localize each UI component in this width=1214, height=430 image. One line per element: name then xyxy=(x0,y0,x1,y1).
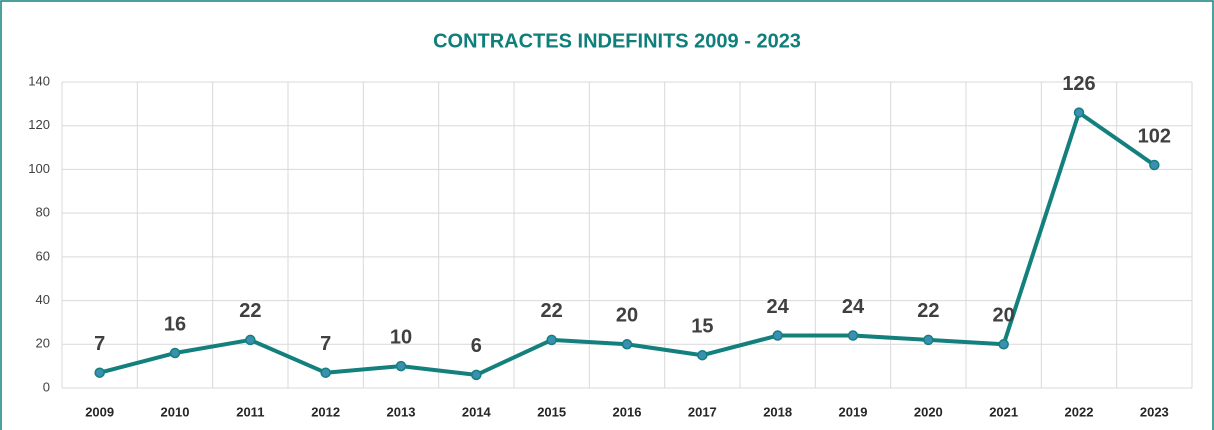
x-tick-label: 2019 xyxy=(839,404,868,419)
data-label: 24 xyxy=(767,296,790,318)
data-label: 102 xyxy=(1138,125,1171,147)
x-tick-label: 2020 xyxy=(914,404,943,419)
data-label: 22 xyxy=(239,300,261,322)
x-tick-label: 2017 xyxy=(688,404,717,419)
x-tick-label: 2014 xyxy=(462,404,492,419)
x-tick-label: 2010 xyxy=(161,404,190,419)
marker xyxy=(772,330,783,341)
y-tick-label: 60 xyxy=(36,248,50,263)
data-label: 20 xyxy=(993,305,1015,327)
marker xyxy=(395,360,407,372)
data-label: 22 xyxy=(917,300,939,322)
marker xyxy=(847,330,859,341)
x-tick-label: 2015 xyxy=(537,404,566,419)
marker xyxy=(169,347,181,359)
y-tick-label: 40 xyxy=(36,292,50,307)
marker xyxy=(923,334,934,346)
y-tick-label: 100 xyxy=(28,161,50,176)
x-tick-label: 2009 xyxy=(85,404,114,419)
marker xyxy=(1149,159,1160,171)
marker xyxy=(998,339,1009,350)
x-tick-label: 2013 xyxy=(387,404,416,419)
data-label: 24 xyxy=(842,296,865,318)
marker xyxy=(546,334,557,346)
data-label: 10 xyxy=(390,326,412,348)
x-tick-label: 2023 xyxy=(1140,404,1169,419)
x-tick-label: 2018 xyxy=(763,404,792,419)
data-label: 6 xyxy=(471,335,482,357)
x-tick-label: 2012 xyxy=(311,404,340,419)
data-label: 20 xyxy=(616,305,638,327)
y-tick-label: 140 xyxy=(28,73,50,88)
y-tick-label: 120 xyxy=(28,117,50,132)
data-label: 16 xyxy=(164,313,186,335)
y-tick-label: 80 xyxy=(36,205,50,220)
chart-title: CONTRACTES INDEFINITS 2009 - 2023 xyxy=(433,30,801,52)
marker xyxy=(621,339,633,350)
y-tick-label: 0 xyxy=(43,379,50,394)
data-label: 7 xyxy=(320,333,331,355)
data-label: 15 xyxy=(691,315,713,337)
marker xyxy=(94,367,105,378)
x-tick-label: 2016 xyxy=(613,404,642,419)
marker xyxy=(697,349,708,361)
marker xyxy=(320,367,331,378)
data-label: 126 xyxy=(1062,73,1095,95)
x-tick-label: 2021 xyxy=(989,404,1018,419)
marker xyxy=(1073,107,1085,118)
x-tick-label: 2011 xyxy=(236,404,264,419)
marker xyxy=(471,369,482,381)
data-label: 7 xyxy=(94,333,105,355)
marker xyxy=(245,334,256,346)
y-tick-label: 20 xyxy=(36,336,50,351)
x-tick-label: 2022 xyxy=(1065,404,1094,419)
data-label: 22 xyxy=(541,300,563,322)
